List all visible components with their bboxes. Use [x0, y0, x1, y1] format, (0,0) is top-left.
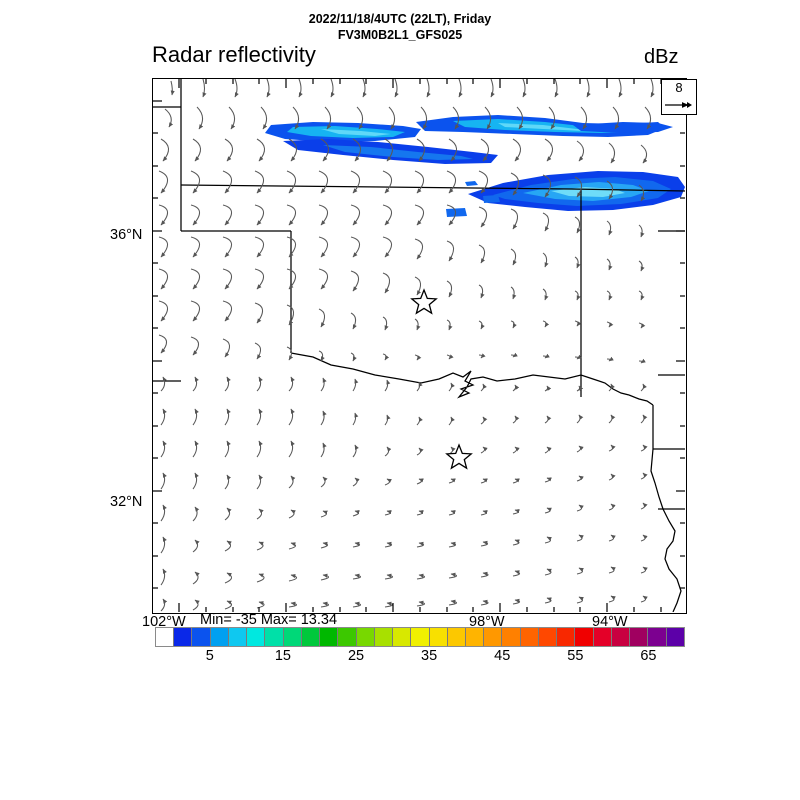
axis-ticks	[153, 79, 685, 612]
state-boundary-layer	[153, 79, 685, 612]
colorbar-cell[interactable]	[502, 628, 521, 646]
colorbar-cell[interactable]	[393, 628, 412, 646]
lon-label-102w: 102°W	[142, 614, 186, 630]
colorbar-cell[interactable]	[593, 628, 612, 646]
colorbar-cell[interactable]	[192, 628, 211, 646]
wind-vector-key-value: 8	[675, 80, 683, 95]
title-timestamp: 2022/11/18/4UTC (22LT), Friday	[308, 12, 492, 26]
colorbar-cell[interactable]	[338, 628, 357, 646]
colorbar-tick-label: 15	[274, 648, 291, 664]
colorbar-cell[interactable]	[538, 628, 558, 646]
colorbar-cell[interactable]	[320, 628, 339, 646]
colorbar-cell[interactable]	[356, 628, 375, 646]
colorbar-tick-label: 25	[347, 648, 365, 664]
arrow-right-icon	[665, 102, 692, 108]
star-icon	[410, 288, 438, 315]
colorbar-cell[interactable]	[374, 628, 394, 646]
lon-label-98w: 98°W	[469, 614, 505, 630]
star-icon	[445, 443, 473, 470]
colorbar-cell[interactable]	[283, 628, 302, 646]
units-label: dBz	[644, 46, 679, 68]
colorbar-tick-label: 5	[205, 648, 214, 664]
colorbar-cell[interactable]	[210, 628, 229, 646]
colorbar-tick-labels: 5 15 25 35 45 55 65	[155, 648, 685, 668]
title-model-id: FV3M0B2L1_GFS025	[337, 28, 463, 42]
colorbar-cell[interactable]	[301, 628, 321, 646]
colorbar-cell[interactable]	[265, 628, 284, 646]
wind-vector-field	[158, 79, 655, 612]
colorbar-cell[interactable]	[447, 628, 466, 646]
colorbar-tick-label: 35	[421, 648, 438, 664]
colorbar-tick-label: 45	[494, 648, 511, 664]
wind-vector-key: 8	[661, 79, 697, 115]
colorbar-cell[interactable]	[228, 628, 248, 646]
lat-label-36n: 36°N	[110, 227, 143, 243]
colorbar-cell[interactable]	[174, 628, 193, 646]
colorbar-cell[interactable]	[520, 628, 539, 646]
colorbar-cell[interactable]	[575, 628, 594, 646]
city-markers	[410, 288, 473, 470]
minmax-annotation: Min= -35 Max= 13.34	[200, 612, 338, 628]
colorbar-cell[interactable]	[411, 628, 430, 646]
map-plot-area[interactable]	[152, 78, 687, 614]
colorbar-cell[interactable]	[666, 628, 684, 646]
radar-echo-layer	[265, 115, 685, 217]
colorbar-cell[interactable]	[484, 628, 503, 646]
colorbar[interactable]	[155, 627, 685, 647]
colorbar-tick-label: 65	[640, 648, 657, 664]
colorbar-cell[interactable]	[429, 628, 448, 646]
colorbar-cell[interactable]	[156, 628, 175, 646]
lat-label-32n: 32°N	[110, 494, 143, 510]
lon-label-94w: 94°W	[592, 614, 628, 630]
page-title: Radar reflectivity	[152, 42, 316, 67]
colorbar-cell[interactable]	[630, 628, 649, 646]
colorbar-cell[interactable]	[648, 628, 667, 646]
map-canvas	[153, 79, 685, 612]
colorbar-cell[interactable]	[465, 628, 485, 646]
colorbar-tick-label: 55	[567, 648, 584, 664]
colorbar-cell[interactable]	[557, 628, 576, 646]
colorbar-swatches[interactable]	[155, 627, 685, 647]
colorbar-cell[interactable]	[247, 628, 266, 646]
colorbar-cell[interactable]	[611, 628, 631, 646]
